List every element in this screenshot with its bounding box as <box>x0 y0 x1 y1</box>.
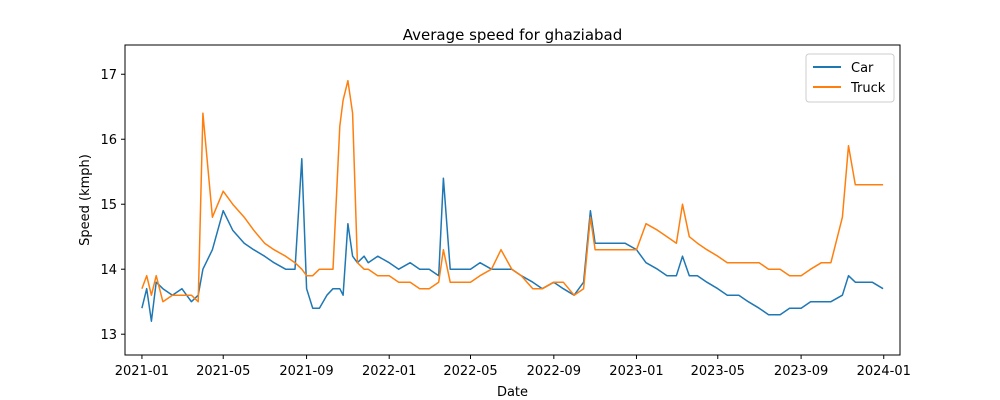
y-axis-title: Speed (kmph) <box>78 154 93 246</box>
x-tick-label: 2022-01 <box>362 364 416 379</box>
series-line-truck <box>141 79 884 303</box>
x-axis: 2021-01 2021-05 2021-09 2022-01 2022-05 2022-… <box>115 355 911 379</box>
series-line-car <box>141 157 884 322</box>
legend: Car Truck <box>805 53 895 103</box>
x-tick-label: 2021-09 <box>279 364 333 379</box>
plot-series <box>141 79 884 322</box>
y-tick-label: 17 <box>100 68 117 83</box>
x-tick-label: 2021-05 <box>196 364 250 379</box>
x-tick-label: 2022-09 <box>527 364 581 379</box>
x-axis-title: Date <box>497 385 528 400</box>
y-axis: 13 14 15 16 17 <box>100 68 125 343</box>
y-tick-label: 16 <box>100 133 117 148</box>
legend-truck-label: Truck <box>850 81 886 96</box>
x-tick-label: 2022-05 <box>443 364 497 379</box>
x-tick-label: 2023-05 <box>691 364 745 379</box>
y-tick-label: 15 <box>100 198 117 213</box>
x-tick-label: 2023-01 <box>609 364 663 379</box>
y-tick-label: 14 <box>100 263 117 278</box>
x-tick-label: 2023-09 <box>774 364 828 379</box>
x-tick-label: 2021-01 <box>115 364 169 379</box>
legend-car-label: Car <box>851 61 874 76</box>
y-tick-label: 13 <box>100 328 117 343</box>
x-tick-label: 2024-01 <box>857 364 911 379</box>
plot-frame <box>124 44 901 356</box>
chart-title: Average speed for ghaziabad <box>403 26 623 44</box>
